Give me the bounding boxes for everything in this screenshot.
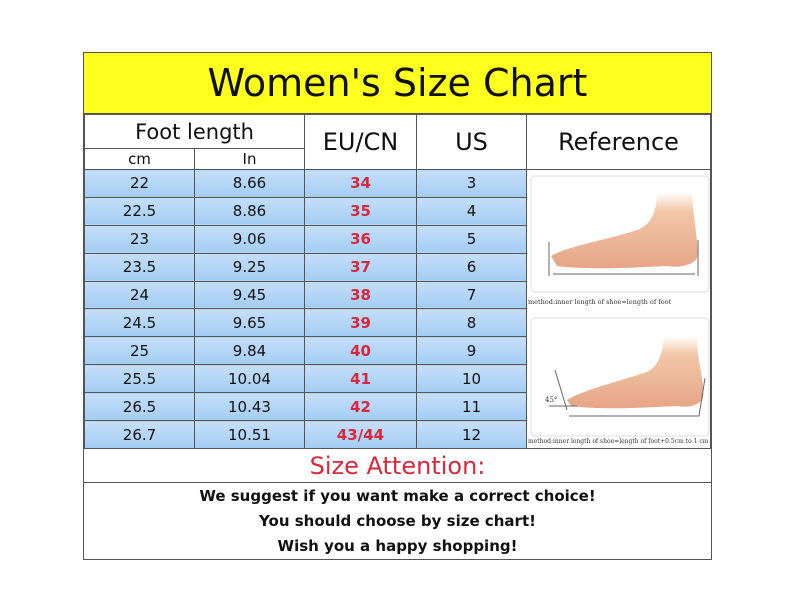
table-row: 24 9.45 38 7 — [84, 280, 711, 310]
cm-cell: 26.7 — [84, 420, 195, 449]
us-cell: 4 — [416, 196, 527, 226]
cm-cell: 23.5 — [84, 252, 195, 282]
angle-label: 45° — [545, 396, 558, 404]
eu-cell: 39 — [304, 308, 417, 338]
in-cell: 8.86 — [194, 196, 305, 226]
us-cell: 10 — [416, 364, 527, 394]
eu-cell: 42 — [304, 392, 417, 422]
cm-cell: 24 — [84, 280, 195, 310]
cm-cell: 26.5 — [84, 392, 195, 422]
reference-caption-2: method:inner length of shoe=length of fo… — [528, 438, 709, 445]
foot-image-2 — [530, 317, 710, 437]
in-cell: 9.84 — [194, 336, 305, 366]
in-cell: 9.25 — [194, 252, 305, 282]
in-cell: 10.04 — [194, 364, 305, 394]
attention-line: We suggest if you want make a correct ch… — [199, 486, 596, 505]
us-cell: 9 — [416, 336, 527, 366]
us-cell: 12 — [416, 420, 527, 449]
foot-length-header: Foot length — [84, 114, 305, 149]
chart-title: Women's Size Chart — [84, 53, 711, 114]
cm-cell: 23 — [84, 224, 195, 254]
eu-cell: 43/44 — [304, 420, 417, 449]
table-row: 22 8.66 34 3 45° method:inner length of sho… — [84, 169, 711, 449]
eu-cn-header: EU/CN — [304, 114, 417, 170]
table-row: 23.5 9.25 37 6 — [84, 252, 711, 282]
in-cell: 8.66 — [194, 169, 305, 198]
us-header: US — [416, 114, 527, 170]
in-cell: 10.51 — [194, 420, 305, 449]
cm-cell: 25 — [84, 336, 195, 366]
table-row: 25 9.84 40 9 — [84, 336, 711, 366]
cm-cell: 25.5 — [84, 364, 195, 394]
cm-cell: 22.5 — [84, 196, 195, 226]
attention-line: Wish you a happy shopping! — [277, 536, 518, 555]
size-attention-heading: Size Attention: — [84, 449, 711, 483]
cm-header: cm — [84, 148, 195, 170]
eu-cell: 40 — [304, 336, 417, 366]
in-cell: 9.65 — [194, 308, 305, 338]
in-cell: 9.45 — [194, 280, 305, 310]
cm-cell: 24.5 — [84, 308, 195, 338]
size-chart: Women's Size Chart Foot length EU/CN US … — [83, 52, 712, 560]
reference-images: 45° method:inner length of shoe=length o… — [527, 170, 710, 448]
in-cell: 9.06 — [194, 224, 305, 254]
in-header: In — [194, 148, 305, 170]
table-row: 26.5 10.43 42 11 — [84, 392, 711, 422]
foot-image-1 — [530, 175, 710, 293]
us-cell: 7 — [416, 280, 527, 310]
reference-caption-1: method:inner length of shoe=length of fo… — [528, 298, 672, 306]
eu-cell: 38 — [304, 280, 417, 310]
reference-cell: 45° method:inner length of shoe=length o… — [526, 169, 711, 449]
cm-cell: 22 — [84, 169, 195, 198]
table-row: 22.5 8.86 35 4 — [84, 196, 711, 226]
reference-header: Reference — [526, 114, 711, 170]
table-row: 23 9.06 36 5 — [84, 224, 711, 254]
attention-line: You should choose by size chart! — [259, 511, 536, 530]
attention-message: We suggest if you want make a correct ch… — [84, 483, 711, 559]
us-cell: 6 — [416, 252, 527, 282]
eu-cell: 41 — [304, 364, 417, 394]
us-cell: 8 — [416, 308, 527, 338]
us-cell: 11 — [416, 392, 527, 422]
eu-cell: 34 — [304, 169, 417, 198]
table-row: 25.5 10.04 41 10 — [84, 364, 711, 394]
foot-measure-illustration — [530, 175, 710, 437]
table-row: 24.5 9.65 39 8 — [84, 308, 711, 338]
eu-cell: 36 — [304, 224, 417, 254]
in-cell: 10.43 — [194, 392, 305, 422]
table-row: 26.7 10.51 43/44 12 — [84, 420, 711, 449]
eu-cell: 37 — [304, 252, 417, 282]
eu-cell: 35 — [304, 196, 417, 226]
size-table: Foot length EU/CN US Reference cm In 22 8… — [84, 114, 711, 449]
us-cell: 5 — [416, 224, 527, 254]
us-cell: 3 — [416, 169, 527, 198]
